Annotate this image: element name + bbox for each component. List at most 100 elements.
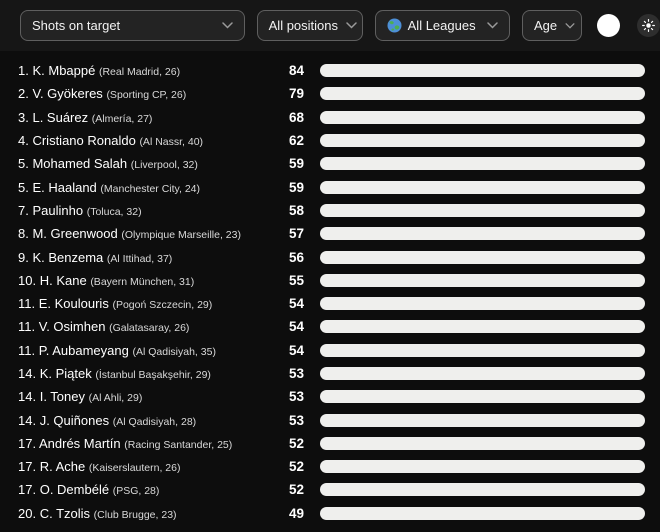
player-meta: (Manchester City, 24) xyxy=(100,182,201,195)
player-meta: (Club Brugge, 23) xyxy=(93,508,177,521)
player-value: 53 xyxy=(288,366,304,381)
player-rank: 11. xyxy=(18,296,36,312)
positions-dropdown[interactable]: All positions xyxy=(256,10,363,41)
player-value: 54 xyxy=(288,342,304,358)
chevron-down-icon xyxy=(487,22,498,29)
player-name: M. Greenwood xyxy=(32,226,118,242)
player-value: 54 xyxy=(288,319,304,335)
player-value: 84 xyxy=(288,63,304,79)
player-row[interactable]: 8. M. Greenwood (Olympique Marseille, 23… xyxy=(18,222,645,245)
player-label: 17. O. Dembélé (PSG, 28) xyxy=(18,482,264,497)
player-value: 79 xyxy=(288,86,304,102)
player-name: R. Ache xyxy=(39,459,86,475)
sun-icon xyxy=(642,19,655,32)
bar-track xyxy=(320,273,645,287)
player-meta: (İstanbul Başakşehir, 29) xyxy=(95,369,211,381)
player-rank: 5. xyxy=(18,179,29,195)
player-rank: 1. xyxy=(18,63,29,79)
player-meta: (Al Qadisiyah, 35) xyxy=(132,345,216,358)
player-rank: 14. xyxy=(18,412,37,428)
bar-track xyxy=(320,250,645,264)
filter-bar: Shots on target All positions All League… xyxy=(0,0,660,51)
player-value: 59 xyxy=(288,156,304,172)
player-row[interactable]: 20. C. Tzolis (Club Brugge, 23) 49 xyxy=(18,502,645,525)
player-rank: 5. xyxy=(18,156,29,172)
player-rank: 14. xyxy=(18,366,37,381)
chevron-down-icon xyxy=(346,22,357,29)
player-label: 14. J. Quiñones (Al Qadisiyah, 28) xyxy=(18,413,264,428)
player-meta: (Liverpool, 32) xyxy=(130,159,198,172)
player-name: L. Suárez xyxy=(32,109,89,125)
player-name: K. Benzema xyxy=(32,249,104,265)
player-name: Andrés Martín xyxy=(38,435,121,451)
player-row[interactable]: 2. V. Gyökeres (Sporting CP, 26) 79 xyxy=(18,82,645,105)
player-row[interactable]: 1. K. Mbappé (Real Madrid, 26) 84 xyxy=(18,59,645,82)
bar-track xyxy=(320,203,645,217)
player-row[interactable]: 11. P. Aubameyang (Al Qadisiyah, 35) 54 xyxy=(18,339,645,362)
player-row[interactable]: 3. L. Suárez (Almería, 27) 68 xyxy=(18,106,645,129)
player-row[interactable]: 5. Mohamed Salah (Liverpool, 32) 59 xyxy=(18,152,645,175)
player-name: I. Toney xyxy=(39,389,85,405)
player-list: 1. K. Mbappé (Real Madrid, 26) 84 2. V. … xyxy=(0,51,660,525)
player-label: 1. K. Mbappé (Real Madrid, 26) xyxy=(18,63,264,78)
bar-track xyxy=(320,87,645,101)
player-rank: 9. xyxy=(18,249,29,265)
stat-dropdown[interactable]: Shots on target xyxy=(20,10,245,41)
player-row[interactable]: 11. E. Koulouris (Pogoń Szczecin, 29) 54 xyxy=(18,292,645,315)
player-meta: (Sporting CP, 26) xyxy=(106,89,187,102)
player-row[interactable]: 4. Cristiano Ronaldo (Al Nassr, 40) 62 xyxy=(18,129,645,152)
player-meta: (Racing Santander, 25) xyxy=(124,438,233,451)
theme-toggle-circle[interactable] xyxy=(597,14,620,37)
player-row[interactable]: 14. I. Toney (Al Ahli, 29) 53 xyxy=(18,385,645,408)
bar-track xyxy=(320,506,645,520)
player-value: 52 xyxy=(288,482,304,498)
player-row[interactable]: 14. K. Piątek (İstanbul Başakşehir, 29) … xyxy=(18,362,645,385)
leagues-dropdown[interactable]: All Leagues xyxy=(374,10,510,41)
player-name: K. Piątek xyxy=(39,366,92,381)
player-rank: 7. xyxy=(18,202,29,218)
player-name: Cristiano Ronaldo xyxy=(32,133,136,149)
age-dropdown[interactable]: Age xyxy=(522,10,582,41)
player-label: 11. P. Aubameyang (Al Qadisiyah, 35) xyxy=(18,343,264,358)
player-row[interactable]: 9. K. Benzema (Al Ittihad, 37) 56 xyxy=(18,245,645,268)
bar-track xyxy=(320,134,645,148)
player-meta: (Toluca, 32) xyxy=(86,205,142,218)
chevron-down-icon xyxy=(565,22,575,29)
player-row[interactable]: 10. H. Kane (Bayern München, 31) 55 xyxy=(18,269,645,292)
player-value: 55 xyxy=(288,272,304,288)
player-row[interactable]: 11. V. Osimhen (Galatasaray, 26) 54 xyxy=(18,315,645,338)
player-meta: (PSG, 28) xyxy=(112,485,160,498)
player-label: 9. K. Benzema (Al Ittihad, 37) xyxy=(18,250,264,265)
player-row[interactable]: 14. J. Quiñones (Al Qadisiyah, 28) 53 xyxy=(18,408,645,431)
player-meta: (Al Qadisiyah, 28) xyxy=(112,415,197,428)
player-value: 52 xyxy=(288,435,304,451)
bar-track xyxy=(320,413,645,427)
player-label: 4. Cristiano Ronaldo (Al Nassr, 40) xyxy=(18,133,264,148)
player-row[interactable]: 5. E. Haaland (Manchester City, 24) 59 xyxy=(18,175,645,198)
player-row[interactable]: 7. Paulinho (Toluca, 32) 58 xyxy=(18,199,645,222)
bar-track xyxy=(320,227,645,241)
player-row[interactable]: 17. R. Ache (Kaiserslautern, 26) 52 xyxy=(18,455,645,478)
player-label: 5. E. Haaland (Manchester City, 24) xyxy=(18,180,264,195)
bar-track xyxy=(320,180,645,194)
chevron-down-icon xyxy=(221,22,233,29)
player-row[interactable]: 17. O. Dembélé (PSG, 28) 52 xyxy=(18,478,645,501)
player-label: 17. Andrés Martín (Racing Santander, 25) xyxy=(18,436,264,451)
bar-track xyxy=(320,460,645,474)
theme-sun-button[interactable] xyxy=(637,14,660,37)
player-meta: (Almería, 27) xyxy=(91,112,153,125)
player-name: P. Aubameyang xyxy=(38,342,129,358)
player-meta: (Al Ahli, 29) xyxy=(88,392,143,405)
bar-track xyxy=(320,297,645,311)
player-row[interactable]: 17. Andrés Martín (Racing Santander, 25)… xyxy=(18,432,645,455)
positions-dropdown-label: All positions xyxy=(268,18,339,33)
player-name: V. Osimhen xyxy=(38,319,106,335)
player-label: 5. Mohamed Salah (Liverpool, 32) xyxy=(18,156,264,171)
stat-dropdown-label: Shots on target xyxy=(32,18,121,33)
player-rank: 20. xyxy=(18,505,37,521)
player-meta: (Kaiserslautern, 26) xyxy=(88,462,181,475)
player-value: 62 xyxy=(288,133,304,149)
player-value: 68 xyxy=(288,109,304,125)
player-rank: 14. xyxy=(18,389,37,405)
player-name: Paulinho xyxy=(32,202,84,218)
